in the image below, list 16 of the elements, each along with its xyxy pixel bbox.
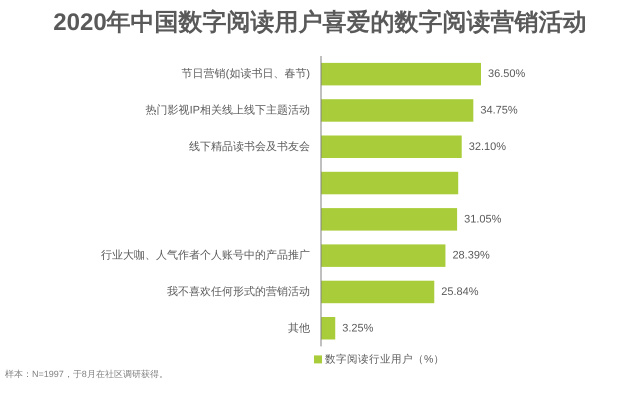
value-label: 3.25% <box>342 322 374 334</box>
category-label: 节日营销(如读书日、春节) <box>182 68 310 80</box>
annotation: 样本：N=1997，于8月在社区调研获得。 <box>5 369 168 379</box>
legend-label: 数字阅读行业用户（%） <box>325 353 444 366</box>
value-label: 28.39% <box>452 250 490 262</box>
value-label: 25.84% <box>441 286 479 298</box>
category-label: 热门影视IP相关线上线下主题活动 <box>146 104 310 116</box>
value-label: 34.75% <box>480 104 518 116</box>
category-label: 行业大咖、人气作者个人账号中的产品推广 <box>101 250 310 262</box>
value-label: 36.50% <box>488 68 526 80</box>
category-label: 其他 <box>288 322 310 334</box>
value-label: 32.10% <box>468 140 506 153</box>
category-label: 线下精品读书会及书友会 <box>189 140 310 153</box>
value-label: 31.05% <box>464 213 502 226</box>
category-label: 我不喜欢任何形式的营销活动 <box>167 286 310 298</box>
title: 2020年中国数字阅读用户喜爱的数字阅读营销活动 <box>53 9 587 36</box>
